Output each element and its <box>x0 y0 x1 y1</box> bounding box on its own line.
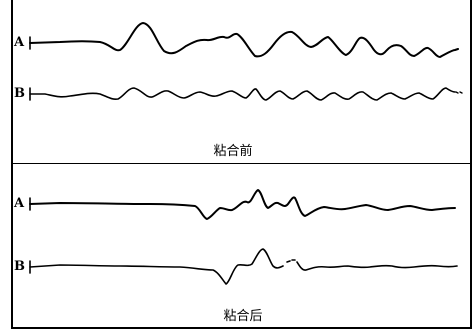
panel-2-trace-b-label: B <box>14 259 25 274</box>
panel-1-trace-a-label: A <box>14 35 25 50</box>
panel-2-trace-a <box>29 189 456 220</box>
panel-2-trace-b <box>29 248 458 285</box>
panel-2-trace-a-label: A <box>14 196 25 211</box>
panel-divider <box>11 163 472 164</box>
panel-1-trace-b-label: B <box>14 86 25 101</box>
panel-2-caption: 粘合后 <box>223 309 263 324</box>
panel-1-trace-b <box>29 87 463 101</box>
panel-1-caption: 粘合前 <box>213 144 253 159</box>
figure-frame <box>11 0 472 329</box>
panel-1-trace-a <box>29 22 459 58</box>
